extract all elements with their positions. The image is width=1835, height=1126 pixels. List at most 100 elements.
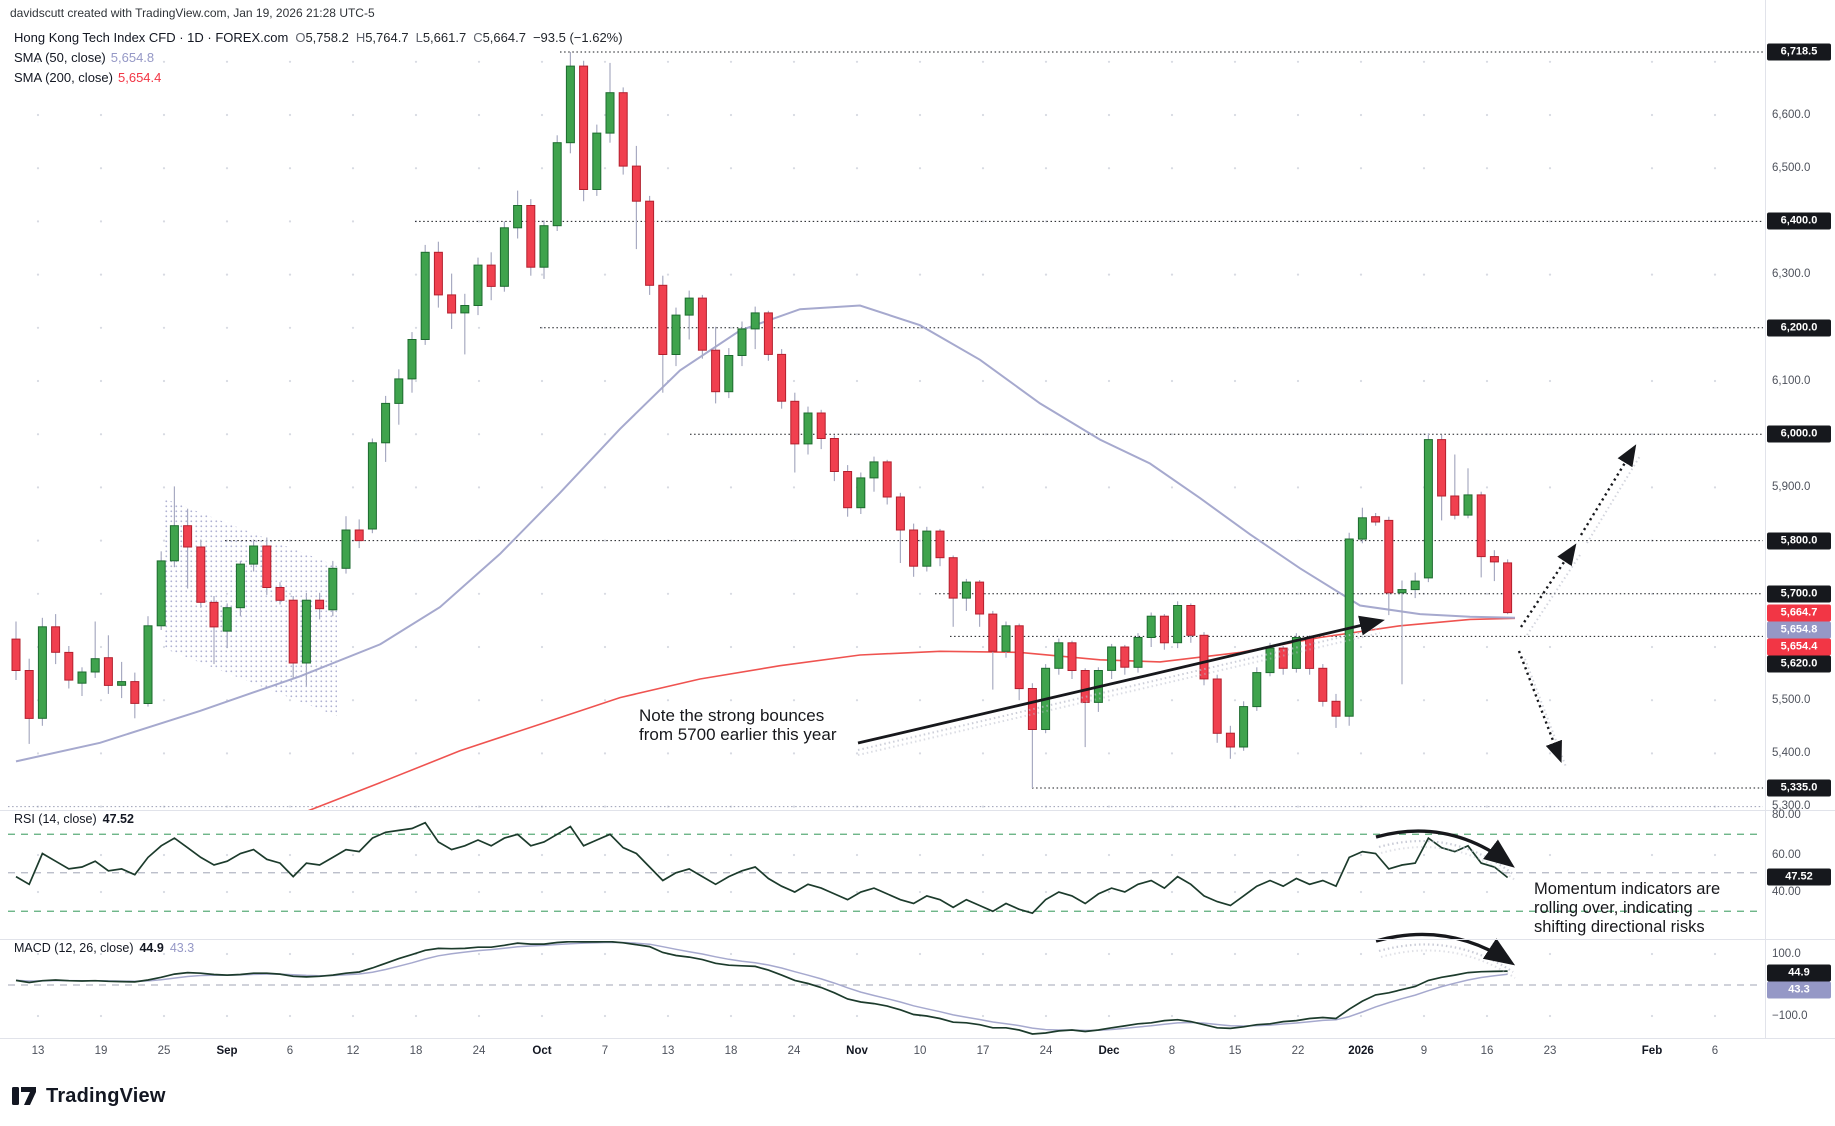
time-axis-label: 24 bbox=[1039, 1045, 1053, 1057]
price-level-lines[interactable] bbox=[8, 51, 1763, 808]
rsi-legend-row[interactable]: RSI (14, close) 47.52 bbox=[14, 812, 134, 826]
projection-arrows-drawing[interactable] bbox=[1517, 444, 1641, 768]
sma200-value: 5,654.4 bbox=[118, 70, 162, 85]
price-badge: 5,620.0 bbox=[1767, 655, 1831, 673]
price-axis-label: 6,300.0 bbox=[1772, 268, 1811, 280]
price-axis-separator bbox=[1765, 0, 1766, 1038]
symbol-legend-row[interactable]: Hong Kong Tech Index CFD · 1D · FOREX.co… bbox=[14, 30, 623, 46]
time-axis-label: Nov bbox=[846, 1045, 868, 1057]
ohlc-key: O bbox=[295, 30, 306, 45]
sma50-value: 5,654.8 bbox=[110, 50, 155, 65]
macd-signal-value: 43.3 bbox=[169, 941, 195, 955]
time-axis-label: 24 bbox=[787, 1045, 801, 1057]
price-badge: 6,400.0 bbox=[1767, 212, 1831, 230]
macd-legend-row[interactable]: MACD (12, 26, close) 44.9 43.3 bbox=[14, 941, 194, 955]
rollover-arrow-drawing[interactable] bbox=[1375, 829, 1516, 881]
grid-dots bbox=[36, 60, 1717, 1018]
price-badge: 5,654.4 bbox=[1767, 638, 1831, 656]
rsi-line[interactable] bbox=[15, 821, 1509, 915]
macd-line[interactable] bbox=[15, 941, 1508, 1035]
time-axis-label: 23 bbox=[1543, 1045, 1557, 1057]
time-axis-label: 13 bbox=[31, 1045, 45, 1057]
macd-value: 44.9 bbox=[139, 941, 164, 955]
time-axis-label: 18 bbox=[409, 1045, 423, 1057]
trendline-arrow-drawing[interactable] bbox=[857, 615, 1385, 756]
sma200-label: SMA (200, close) bbox=[14, 70, 113, 85]
time-axis-label: Dec bbox=[1098, 1045, 1120, 1057]
macd-label: MACD (12, 26, close) bbox=[14, 941, 134, 955]
price-badge: 5,335.0 bbox=[1767, 779, 1831, 797]
price-axis-label: 5,400.0 bbox=[1772, 747, 1811, 759]
time-axis-label: 17 bbox=[976, 1045, 990, 1057]
rollover-arrow-drawing[interactable] bbox=[1375, 932, 1516, 979]
time-axis-label: 10 bbox=[913, 1045, 927, 1057]
time-axis-label: 6 bbox=[286, 1045, 294, 1057]
price-axis-label: 5,900.0 bbox=[1772, 481, 1811, 493]
note-line-1: Note the strong bounces bbox=[639, 706, 825, 725]
rsi-axis-label: 40.00 bbox=[1772, 886, 1801, 898]
price-badge: 5,800.0 bbox=[1767, 532, 1831, 550]
note-annotation[interactable]: Note the strong bounces from 5700 earlie… bbox=[639, 706, 836, 744]
symbol-title: Hong Kong Tech Index CFD · 1D · FOREX.co… bbox=[14, 30, 289, 45]
time-axis-label: 12 bbox=[346, 1045, 360, 1057]
price-axis-label: 6,100.0 bbox=[1772, 375, 1811, 387]
momentum-line-1: Momentum indicators are bbox=[1534, 880, 1721, 898]
price-axis-label: 6,600.0 bbox=[1772, 109, 1811, 121]
time-axis-label: 16 bbox=[1480, 1045, 1494, 1057]
time-axis-label: Oct bbox=[532, 1045, 552, 1057]
time-axis-label: 13 bbox=[661, 1045, 675, 1057]
macd-signal-line[interactable] bbox=[15, 941, 1508, 1032]
macd-pane bbox=[8, 941, 1763, 1035]
sma50-legend-row[interactable]: SMA (50, close) 5,654.8 bbox=[14, 50, 623, 66]
watermark[interactable]: TradingView bbox=[12, 1084, 166, 1108]
ohlc-value: 5,764.7 bbox=[365, 30, 409, 45]
momentum-annotation[interactable]: Momentum indicators are rolling over, in… bbox=[1534, 880, 1720, 937]
legend: Hong Kong Tech Index CFD · 1D · FOREX.co… bbox=[14, 30, 623, 90]
sma50-label: SMA (50, close) bbox=[14, 50, 106, 65]
time-axis-label: Sep bbox=[216, 1045, 238, 1057]
rsi-axis-label: 80.00 bbox=[1772, 809, 1801, 821]
pane-separator-xaxis bbox=[0, 1038, 1835, 1039]
ohlc-value: 5,664.7 bbox=[482, 30, 526, 45]
sma200-legend-row[interactable]: SMA (200, close) 5,654.4 bbox=[14, 70, 623, 86]
rsi-value: 47.52 bbox=[102, 812, 134, 826]
pane-separator-macd[interactable] bbox=[0, 939, 1835, 940]
pane-separator-rsi[interactable] bbox=[0, 810, 1835, 811]
watermark-text: TradingView bbox=[46, 1084, 166, 1107]
price-axis-label: 5,300.0 bbox=[1772, 800, 1811, 812]
time-axis-label: 8 bbox=[1168, 1045, 1176, 1057]
price-badge: 6,000.0 bbox=[1767, 425, 1831, 443]
rsi-badge: 47.52 bbox=[1767, 868, 1831, 886]
rsi-pane bbox=[8, 821, 1763, 915]
price-badge: 5,700.0 bbox=[1767, 585, 1831, 603]
rsi-label: RSI (14, close) bbox=[14, 812, 97, 826]
time-axis-label: 19 bbox=[94, 1045, 108, 1057]
tradingview-logo-icon bbox=[12, 1087, 36, 1105]
time-axis-label: 18 bbox=[724, 1045, 738, 1057]
price-badge: 5,664.7 bbox=[1767, 604, 1831, 622]
ohlc-key: L bbox=[415, 30, 423, 45]
sma50-line[interactable] bbox=[15, 304, 1516, 763]
price-badge: 6,200.0 bbox=[1767, 319, 1831, 337]
macd-badge: 43.3 bbox=[1767, 981, 1831, 999]
momentum-line-3: shifting directional risks bbox=[1534, 918, 1705, 936]
macd-axis-label: −100.0 bbox=[1772, 1010, 1808, 1022]
price-badge: 6,718.5 bbox=[1767, 43, 1831, 61]
price-axis-label: 5,500.0 bbox=[1772, 694, 1811, 706]
price-badge: 5,654.8 bbox=[1767, 621, 1831, 639]
price-axis-label: 6,500.0 bbox=[1772, 162, 1811, 174]
time-axis-label: 24 bbox=[472, 1045, 486, 1057]
time-axis-label: 22 bbox=[1291, 1045, 1305, 1057]
ohlc-key: H bbox=[355, 30, 366, 45]
macd-badge: 44.9 bbox=[1767, 964, 1831, 982]
change-value: −93.5 (−1.62%) bbox=[532, 30, 623, 45]
ohlc-values: O5,758.2 H5,764.7 L5,661.7 C5,664.7 −93.5 (−… bbox=[288, 30, 622, 45]
momentum-line-2: rolling over, indicating bbox=[1534, 899, 1693, 917]
ohlc-key: C bbox=[473, 30, 483, 45]
attribution: davidscutt created with TradingView.com,… bbox=[10, 6, 375, 20]
candlesticks[interactable] bbox=[11, 65, 1513, 748]
time-axis-label: 15 bbox=[1228, 1045, 1242, 1057]
macd-axis-label: 100.0 bbox=[1772, 948, 1801, 960]
